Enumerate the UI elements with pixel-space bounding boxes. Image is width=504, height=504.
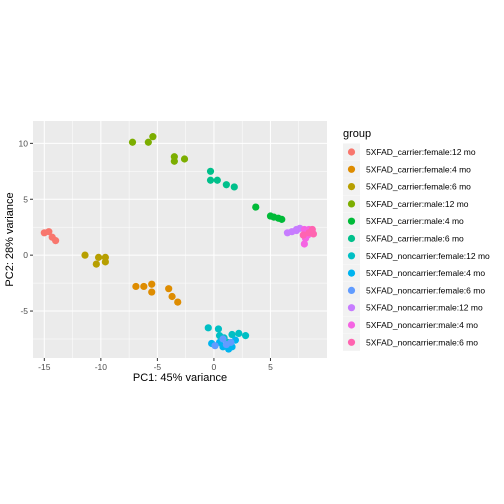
legend-key-marker xyxy=(347,321,356,329)
y-tick-label: 10 xyxy=(19,138,29,148)
x-tick-label: -5 xyxy=(154,362,162,372)
data-point xyxy=(101,258,109,266)
legend-key-marker xyxy=(347,252,356,260)
legend-entry-label: 5XFAD_carrier:male:12 mo xyxy=(366,199,469,209)
legend-key-marker xyxy=(347,217,356,225)
legend-title: group xyxy=(343,128,371,140)
data-point xyxy=(228,330,236,339)
data-point xyxy=(278,215,286,223)
data-point xyxy=(299,231,307,239)
plot-panel xyxy=(33,121,327,358)
legend-entry-label: 5XFAD_carrier:male:6 mo xyxy=(366,234,464,244)
data-point xyxy=(148,288,156,296)
data-point xyxy=(241,332,250,340)
x-tick-label: -10 xyxy=(95,362,108,372)
x-tick-label: 0 xyxy=(212,362,217,372)
x-tick-label: -15 xyxy=(38,362,51,372)
legend-key-marker xyxy=(347,338,356,346)
x-tick-label: 5 xyxy=(268,362,273,372)
data-point xyxy=(140,282,148,291)
legend-key-marker xyxy=(347,165,356,173)
data-point xyxy=(230,183,238,191)
legend-entry-label: 5XFAD_noncarrier:male:6 mo xyxy=(366,337,478,347)
y-tick-label: -5 xyxy=(20,306,28,316)
data-point xyxy=(227,338,235,346)
data-point xyxy=(128,138,137,146)
data-point xyxy=(92,260,100,268)
legend-key-marker xyxy=(347,304,356,312)
data-point xyxy=(165,285,173,293)
y-axis: -5 0 5 10 xyxy=(19,138,33,316)
legend-entry-label: 5XFAD_carrier:female:4 mo xyxy=(366,164,471,174)
legend-key-marker xyxy=(347,234,356,243)
data-points xyxy=(40,133,318,353)
data-point xyxy=(45,228,53,236)
data-point xyxy=(219,335,227,343)
legend-key-marker xyxy=(347,286,356,294)
data-point xyxy=(235,329,243,338)
legend: group 5XFAD_carrier:female:12 mo 5XFAD_ca… xyxy=(343,128,490,351)
legend-key-marker xyxy=(347,200,356,208)
data-point xyxy=(81,251,89,259)
legend-entry-label: 5XFAD_noncarrier:male:12 mo xyxy=(366,303,483,313)
x-axis: -15 -10 -5 0 5 xyxy=(38,358,273,372)
data-point xyxy=(309,230,318,238)
data-point xyxy=(52,237,60,245)
legend-entry-label: 5XFAD_carrier:male:4 mo xyxy=(366,216,464,226)
legend-entry-label: 5XFAD_carrier:female:6 mo xyxy=(366,182,471,192)
data-point xyxy=(214,325,223,333)
legend-entry-label: 5XFAD_noncarrier:female:6 mo xyxy=(366,285,485,295)
data-point xyxy=(292,226,301,235)
data-point xyxy=(168,292,176,301)
data-point xyxy=(149,133,157,141)
y-tick-label: 5 xyxy=(23,194,28,204)
data-point xyxy=(144,138,152,146)
x-axis-label: PC1: 45% variance xyxy=(133,372,227,384)
data-point xyxy=(148,280,156,288)
y-axis-label: PC2: 28% variance xyxy=(4,192,16,286)
data-point xyxy=(206,167,215,175)
legend-entry-label: 5XFAD_noncarrier:female:4 mo xyxy=(366,268,485,278)
legend-key-marker xyxy=(347,183,356,191)
data-point xyxy=(213,176,221,184)
data-point xyxy=(252,203,260,211)
data-point xyxy=(94,253,103,261)
data-point xyxy=(180,155,189,163)
data-point xyxy=(222,181,230,189)
legend-entry-label: 5XFAD_noncarrier:male:4 mo xyxy=(366,320,478,330)
legend-entry-label: 5XFAD_carrier:female:12 mo xyxy=(366,147,476,157)
data-point xyxy=(170,157,178,165)
data-point xyxy=(174,298,182,306)
data-point xyxy=(206,176,215,184)
data-point xyxy=(132,282,140,291)
data-point xyxy=(204,324,212,332)
major-gridlines xyxy=(33,121,327,358)
data-point xyxy=(300,240,308,248)
y-tick-label: 0 xyxy=(23,250,28,260)
legend-entry-label: 5XFAD_noncarrier:female:12 mo xyxy=(366,251,490,261)
legend-key-marker xyxy=(347,269,356,277)
legend-key-marker xyxy=(347,148,356,156)
data-point xyxy=(211,342,219,350)
